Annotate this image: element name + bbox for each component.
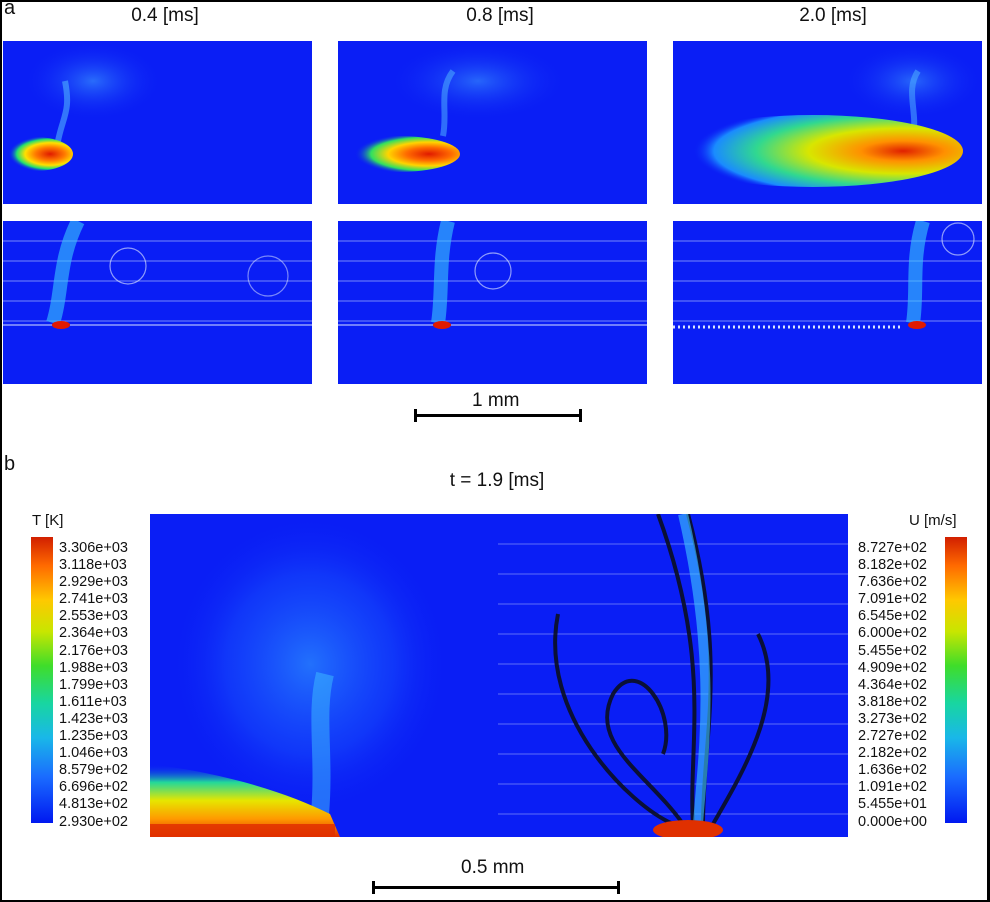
velocity-colorbar-title: U [m/s]: [909, 512, 957, 529]
velocity-tick-label: 8.182e+02: [858, 557, 927, 574]
time-label-2: 0.8 [ms]: [466, 5, 534, 26]
temperature-field-0.4ms: [3, 41, 312, 204]
temperature-colorbar-title: T [K]: [32, 512, 64, 529]
temperature-tick-label: 3.306e+03: [59, 540, 128, 556]
panel-b-letter: b: [4, 453, 16, 475]
temperature-tick-label: 1.988e+03: [59, 659, 128, 676]
velocity-colorbar-ticks: 8.727e+02 8.182e+02 7.636e+02 7.091e+02 6.54…: [858, 540, 927, 831]
temperature-tick-label: 4.813e+02: [59, 796, 128, 813]
temperature-tick-label: 8.579e+02: [59, 762, 128, 779]
temperature-field-1.9ms: [150, 514, 498, 837]
velocity-tick-label: 5.455e+01: [858, 796, 927, 813]
temperature-colorbar-ticks: 3.306e+03 3.118e+03 2.929e+03 2.741e+03 2.55…: [59, 540, 128, 831]
temperature-tick-label: 2.930e+02: [59, 813, 128, 830]
velocity-field-0.8ms: [338, 221, 647, 384]
temperature-tick-label: 3.118e+03: [59, 557, 127, 574]
time-label-3: 2.0 [ms]: [799, 5, 867, 26]
temperature-tick-label: 6.696e+02: [59, 779, 128, 796]
temperature-tick-label: 1.235e+03: [59, 728, 128, 745]
velocity-tick-label: 5.455e+02: [858, 642, 927, 659]
scale-bar-0.5mm-label: 0.5 mm: [461, 857, 525, 878]
velocity-tick-label: 4.909e+02: [858, 659, 927, 676]
velocity-tick-label: 1.091e+02: [858, 779, 927, 796]
velocity-colorbar: [945, 537, 967, 823]
scale-bar-1mm-label: 1 mm: [472, 390, 520, 411]
temperature-tick-label: 2.364e+03: [59, 625, 128, 642]
velocity-field-2.0ms: [673, 221, 982, 384]
temperature-tick-label: 2.176e+03: [59, 642, 128, 659]
velocity-tick-label: 1.636e+02: [858, 762, 927, 779]
velocity-tick-label: 7.636e+02: [858, 574, 927, 591]
temperature-tick-label: 1.799e+03: [59, 676, 128, 693]
velocity-tick-label: 4.364e+02: [858, 676, 927, 693]
time-label-1: 0.4 [ms]: [131, 5, 199, 26]
temperature-tick-label: 1.423e+03: [59, 710, 128, 727]
temperature-tick-label: 1.611e+03: [59, 693, 127, 710]
watermark: 江苏激光产业创新联盟: [812, 874, 982, 893]
velocity-tick-label: 6.000e+02: [858, 625, 927, 642]
scale-bar-0.5mm: [372, 881, 620, 894]
velocity-tick-label: 2.727e+02: [858, 728, 927, 745]
temperature-tick-label: 1.046e+03: [59, 745, 128, 762]
velocity-tick-label: 2.182e+02: [858, 745, 927, 762]
velocity-tick-label: 8.727e+02: [858, 540, 927, 556]
velocity-tick-label: 7.091e+02: [858, 591, 927, 608]
velocity-field-1.9ms: [498, 514, 848, 837]
scale-bar-1mm: [414, 409, 582, 422]
velocity-tick-label: 3.273e+02: [858, 710, 927, 727]
velocity-tick-label: 0.000e+00: [858, 813, 927, 830]
temperature-colorbar: [31, 537, 53, 823]
velocity-tick-label: 3.818e+02: [858, 693, 927, 710]
temperature-field-0.8ms: [338, 41, 647, 204]
panel-a-letter: a: [4, 2, 16, 19]
temperature-tick-label: 2.553e+03: [59, 608, 128, 625]
temperature-field-2.0ms: [673, 41, 982, 204]
temperature-tick-label: 2.741e+03: [59, 591, 128, 608]
velocity-tick-label: 6.545e+02: [858, 608, 927, 625]
velocity-field-0.4ms: [3, 221, 312, 384]
temperature-tick-label: 2.929e+03: [59, 574, 128, 591]
panel-b-title: t = 1.9 [ms]: [449, 470, 545, 491]
